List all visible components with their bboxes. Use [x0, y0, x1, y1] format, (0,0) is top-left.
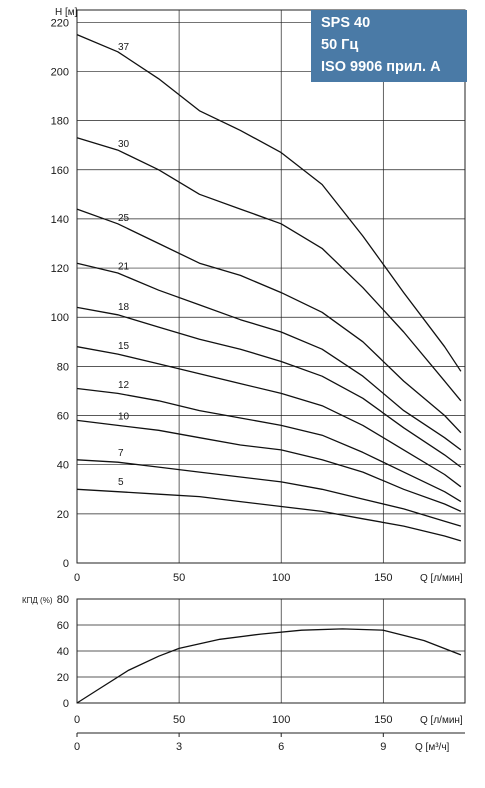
head-curve-label: 5 [118, 477, 124, 488]
efficiency-ytick-label: 20 [57, 672, 69, 684]
head-xtick-label: 50 [173, 572, 185, 584]
head-curve-21 [76, 262, 462, 451]
head-xtick-label: 150 [374, 572, 392, 584]
head-curve-15 [76, 346, 462, 488]
head-curve-7 [76, 459, 462, 527]
head-ytick-label: 120 [51, 263, 69, 275]
head-curve-30 [76, 137, 462, 402]
efficiency-xtick-label: 0 [74, 714, 80, 726]
head-curve-37 [76, 34, 462, 372]
efficiency-xtick-label: 50 [173, 714, 185, 726]
head-xtick-label: 0 [74, 572, 80, 584]
flow-m3h-tick-label: 0 [74, 741, 80, 753]
flow-m3h-axis-label: Q [м³/ч] [415, 742, 450, 753]
head-curve-12 [76, 387, 462, 503]
head-ytick-label: 160 [51, 165, 69, 177]
info-box: SPS 40 50 Гц ISO 9906 прил. A [311, 10, 467, 82]
head-curve-label: 37 [118, 42, 130, 53]
efficiency-x-axis-label: Q [л/мин] [420, 715, 463, 726]
head-curve-18 [76, 306, 462, 468]
flow-m3h-tick-label: 9 [380, 741, 386, 753]
head-xtick-label: 100 [272, 572, 290, 584]
head-ytick-label: 200 [51, 66, 69, 78]
head-curve-25 [76, 208, 462, 434]
head-curve-label: 12 [118, 380, 130, 391]
head-x-axis-label: Q [л/мин] [420, 573, 463, 584]
head-curve-label: 10 [118, 411, 130, 422]
efficiency-ytick-label: 80 [57, 594, 69, 606]
head-ytick-label: 180 [51, 116, 69, 128]
head-curve-label: 15 [118, 341, 130, 352]
head-ytick-label: 40 [57, 460, 69, 472]
head-y-axis-label: H [м] [55, 7, 78, 18]
head-ytick-label: 220 [51, 17, 69, 29]
info-box-standard: ISO 9906 прил. A [321, 59, 441, 75]
head-curve-label: 7 [118, 448, 124, 459]
efficiency-ytick-label: 0 [63, 698, 69, 710]
efficiency-xtick-label: 100 [272, 714, 290, 726]
head-curve-label: 21 [118, 261, 130, 272]
efficiency-xtick-label: 150 [374, 714, 392, 726]
head-curve-10 [76, 419, 462, 512]
info-box-frequency: 50 Гц [321, 37, 359, 53]
head-curve-label: 30 [118, 139, 130, 150]
efficiency-ytick-label: 40 [57, 646, 69, 658]
flow-m3h-tick-label: 3 [176, 741, 182, 753]
head-ytick-label: 60 [57, 411, 69, 423]
head-ytick-label: 100 [51, 312, 69, 324]
head-ytick-label: 80 [57, 361, 69, 373]
head-ytick-label: 140 [51, 214, 69, 226]
efficiency-curve [76, 628, 462, 704]
efficiency-ytick-label: 60 [57, 620, 69, 632]
head-curve-label: 25 [118, 213, 130, 224]
head-ytick-label: 0 [63, 558, 69, 570]
info-box-model: SPS 40 [321, 15, 371, 31]
head-curve-5 [76, 488, 462, 542]
head-curve-label: 18 [118, 302, 130, 313]
efficiency-y-axis-label: КПД (%) [22, 596, 53, 605]
flow-m3h-tick-label: 6 [278, 741, 284, 753]
head-ytick-label: 20 [57, 509, 69, 521]
